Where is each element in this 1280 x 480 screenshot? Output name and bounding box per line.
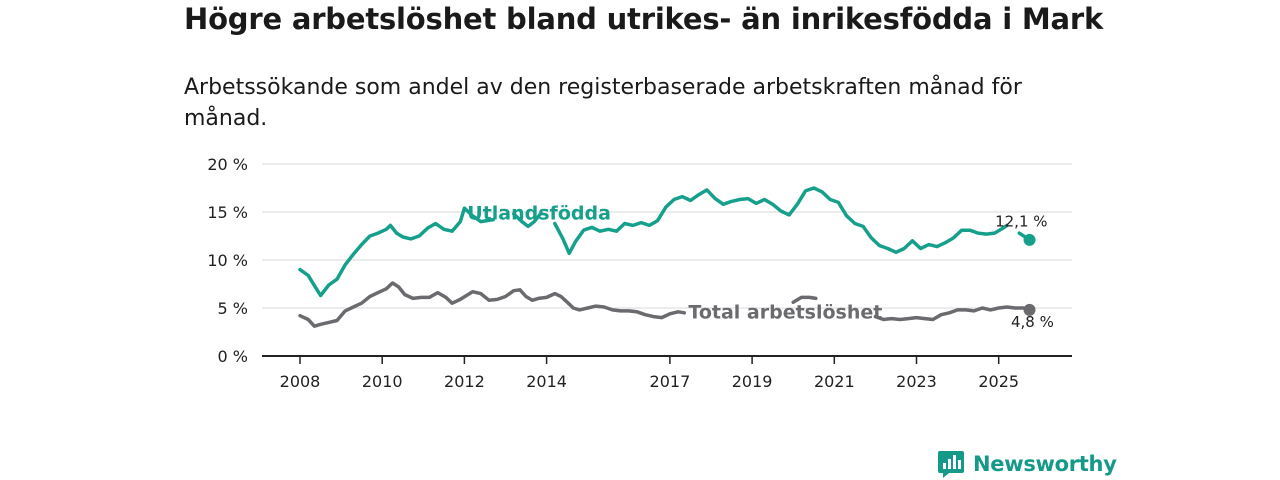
series-endpoint-total [1023,303,1036,316]
x-tick-label: 2023 [896,372,937,391]
x-tick-label: 2017 [650,372,691,391]
end-value-label-utlandsfodda: 12,1 % [995,212,1047,230]
end-value-label-total: 4,8 % [1011,313,1054,331]
y-tick-label: 5 % [218,299,248,318]
x-tick-label: 2025 [978,372,1019,391]
series-label-utlandsfodda: Utlandsfödda [467,203,611,225]
newsworthy-logo: Newsworthy [937,449,1117,479]
x-tick-label: 2008 [280,372,321,391]
series-endpoint-utlandsfodda [1023,233,1036,246]
newsworthy-brand-name: Newsworthy [973,452,1117,476]
chart-title: Högre arbetslöshet bland utrikes- än inr… [184,2,1104,36]
x-tick-label: 2014 [526,372,567,391]
series-line-utlandsfodda [298,186,1032,298]
x-tick-label: 2012 [444,372,485,391]
series-line-total [298,281,1032,328]
x-tick-label: 2019 [732,372,773,391]
y-tick-label: 0 % [218,347,248,366]
x-tick-label: 2010 [362,372,403,391]
newsworthy-logo-icon [938,451,964,478]
y-tick-label: 10 % [207,251,248,270]
x-tick-label: 2021 [814,372,855,391]
chart-subtitle: Arbetssökande som andel av den registerb… [184,75,1022,131]
series-label-total: Total arbetslöshet [688,302,882,324]
y-tick-label: 15 % [207,203,248,222]
line-chart: 0 % 5 % 10 % 15 % 20 % 2008 2010 2012 2014 2017 20… [207,155,1072,391]
y-tick-label: 20 % [207,155,248,174]
